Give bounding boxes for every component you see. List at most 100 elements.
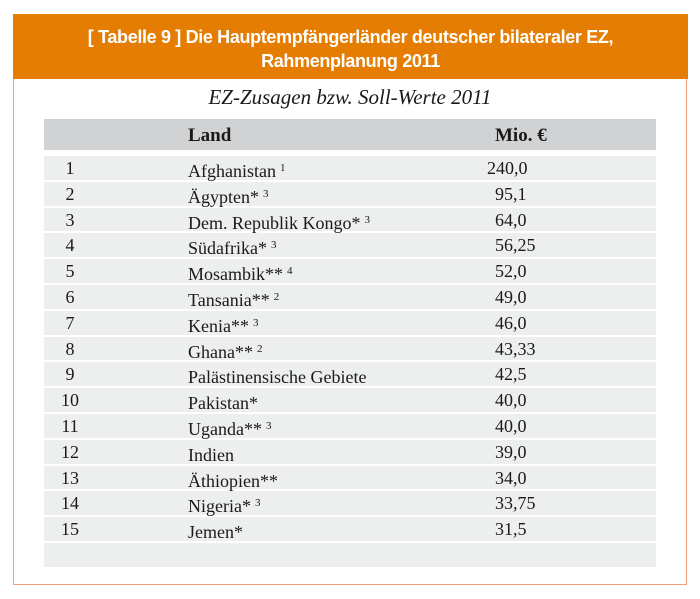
table-row: 3 Dem. Republik Kongo* 3 64,0 [44, 207, 656, 234]
table-header-row: Land Mio. € [44, 119, 656, 150]
table-title-line-1: [ Tabelle 9 ] Die Hauptempfängerländer d… [87, 27, 614, 47]
column-header-rank [44, 119, 96, 150]
country-name: Mosambik [188, 264, 266, 285]
row-value: 33,75 [495, 493, 536, 514]
footnote-number: 3 [252, 316, 259, 329]
table-title-bar: [ Tabelle 9 ] Die Hauptempfängerländer d… [13, 14, 688, 79]
row-rank: 9 [65, 364, 75, 385]
footnote-marks: ** [243, 418, 262, 439]
row-country: Jemen* [96, 517, 480, 543]
table-row: 11 Uganda** 3 40,0 [44, 413, 656, 440]
footnote-number: 2 [273, 290, 280, 303]
row-value: 39,0 [495, 441, 527, 462]
column-header-land: Land [188, 125, 232, 146]
table-row: 5 Mosambik** 4 52,0 [44, 259, 656, 285]
row-value: 64,0 [495, 209, 527, 230]
footnote-number: 3 [364, 213, 371, 226]
column-header-value: Mio. € [495, 125, 547, 146]
recipient-countries-table: Land Mio. € 1 Afghanistan 1 240,0 2 Ägypt… [44, 119, 656, 567]
footnote-marks: * [241, 496, 251, 517]
country-name: Tansania [188, 289, 252, 310]
row-rank: 11 [61, 415, 79, 436]
footnote-number: 1 [279, 162, 286, 174]
row-country: Dem. Republik Kongo* 3 [96, 208, 480, 233]
row-rank: 5 [65, 261, 75, 282]
country-name: Palästinensische Gebiete [188, 367, 367, 388]
row-rank: 12 [61, 441, 79, 462]
row-rank: 4 [65, 235, 75, 256]
footnote-marks: * [250, 186, 259, 207]
row-country: Ägypten* 3 [96, 182, 480, 207]
row-country: Tansania** 2 [96, 285, 480, 310]
row-country: Mosambik** 4 [96, 259, 480, 285]
table-row: 8 Ghana** 2 43,33 [44, 336, 656, 363]
row-value: 43,33 [495, 338, 536, 359]
row-country: Ghana** 2 [96, 337, 480, 362]
row-country: Palästinensische Gebiete [96, 362, 480, 388]
table-row: 2 Ägypten* 3 95,1 [44, 181, 656, 208]
country-name: Afghanistan [188, 161, 276, 181]
table-row: 13 Äthiopien** 34,0 [44, 465, 656, 492]
country-name: Ägypten [188, 186, 250, 207]
table-row: 4 Südafrika* 3 56,25 [44, 233, 656, 260]
footnote-number: 3 [263, 187, 269, 200]
row-value: 46,0 [495, 312, 527, 333]
row-rank: 7 [65, 312, 75, 333]
country-name: Kenia [188, 315, 231, 336]
row-country: Nigeria* 3 [96, 491, 480, 517]
table-row: 6 Tansania** 2 49,0 [44, 284, 656, 311]
footnote-marks: ** [265, 264, 284, 285]
row-value: 40,0 [495, 390, 527, 411]
row-country: Afghanistan 1 [96, 156, 480, 181]
row-rank: 15 [61, 519, 79, 540]
footnote-marks: * [351, 212, 361, 233]
footnote-marks: * [249, 393, 258, 414]
row-value: 40,0 [495, 415, 527, 436]
footnote-number: 2 [256, 342, 263, 355]
country-name: Ghana [188, 341, 235, 362]
row-rank: 10 [61, 390, 79, 411]
row-rank: 2 [65, 183, 75, 204]
row-country: Indien [96, 440, 480, 465]
table-row: 12 Indien 39,0 [44, 439, 656, 466]
footnote-marks: * [233, 522, 243, 543]
table-row: 7 Kenia** 3 46,0 [44, 310, 656, 337]
footnote-marks: ** [230, 315, 249, 336]
footnote-number: 4 [287, 265, 293, 278]
country-name: Äthiopien [188, 470, 260, 491]
table-subtitle: EZ-Zusagen bzw. Soll-Werte 2011 [208, 85, 492, 109]
country-name: Indien [188, 444, 234, 465]
country-name: Nigeria [188, 496, 242, 517]
row-rank: 8 [65, 338, 75, 359]
row-value: 56,25 [495, 235, 536, 256]
footnote-number: 3 [270, 239, 277, 252]
country-name: Uganda [188, 418, 244, 439]
footnote-marks: ** [251, 289, 270, 310]
country-name: Südafrika [188, 238, 258, 259]
row-rank-empty [44, 543, 96, 567]
row-value: 31,5 [495, 519, 527, 540]
row-country: Uganda** 3 [96, 414, 480, 439]
table-frame-border [13, 79, 687, 585]
row-value: 34,0 [495, 467, 527, 488]
table-row: 14 Nigeria* 3 33,75 [44, 491, 656, 518]
table-row: 15 Jemen* 31,5 [44, 517, 656, 543]
footnote-number: 3 [265, 419, 272, 432]
footnote-marks: ** [260, 470, 278, 491]
country-name: Dem. Republik Kongo [188, 212, 352, 233]
table-row-empty [44, 542, 656, 567]
row-rank: 6 [65, 286, 75, 307]
row-rank: 1 [65, 158, 75, 178]
row-rank: 3 [65, 209, 75, 230]
row-value: 49,0 [495, 286, 527, 307]
row-value: 52,0 [495, 261, 527, 282]
row-value: 240,0 [487, 158, 528, 178]
row-country-empty [96, 543, 480, 567]
row-country: Südafrika* 3 [96, 233, 480, 259]
row-country: Pakistan* [96, 388, 480, 414]
country-name: Pakistan [188, 393, 249, 414]
footnote-number: 3 [254, 497, 261, 510]
country-name: Jemen [188, 522, 234, 543]
row-rank: 14 [61, 493, 79, 514]
row-value-empty [480, 543, 656, 567]
